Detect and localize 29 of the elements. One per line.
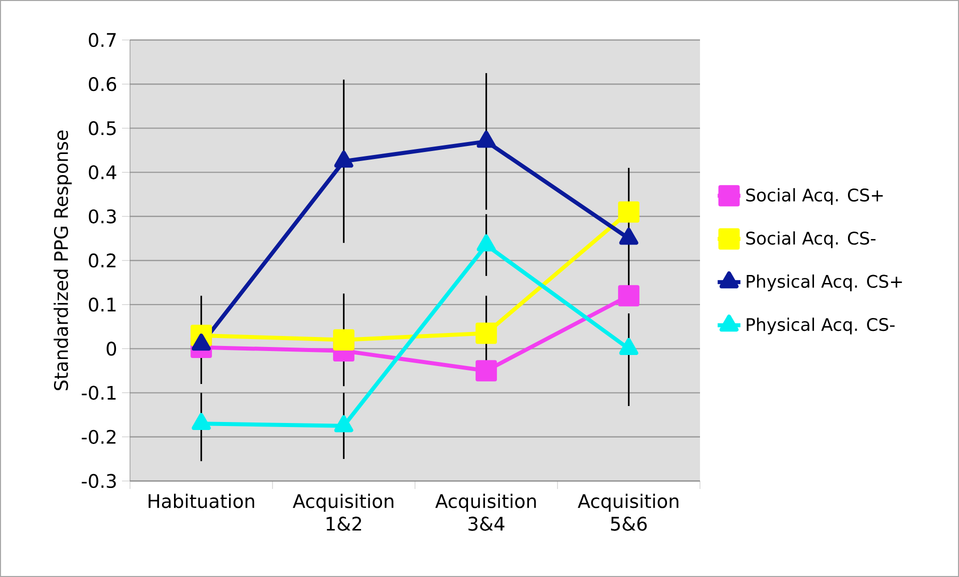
x-tick-label: Acquisition 1&2	[292, 494, 394, 531]
legend-label: Social Acq. CS-	[746, 231, 876, 248]
x-tick-label: Habituation	[148, 494, 254, 508]
y-tick-label: 0.6	[88, 77, 116, 92]
y-tick-label: 0.4	[88, 165, 116, 180]
point	[334, 150, 354, 168]
y-axis-title: Standardized PPG Response	[54, 130, 72, 390]
x-tick-label: Acquisition 3&4	[435, 494, 536, 531]
point	[618, 201, 640, 223]
y-tick-label: 0.1	[88, 298, 116, 312]
point	[618, 285, 640, 306]
point	[333, 329, 354, 351]
y-tick-label: 0.5	[88, 121, 116, 136]
point	[476, 360, 497, 382]
point	[476, 130, 496, 148]
y-tick-label: 0.7	[88, 32, 116, 48]
y-tick-label: -0.1	[82, 386, 116, 400]
point	[619, 228, 638, 245]
legend-label: Social Acq. CS+	[746, 188, 883, 205]
y-tick-label: 0.2	[88, 253, 116, 268]
y-tick-label: 0.3	[88, 209, 116, 224]
legend-label: Physical Acq. CS+	[746, 274, 902, 292]
point	[476, 322, 497, 344]
y-tick-label: 0	[106, 342, 116, 356]
y-tick-label: -0.3	[82, 474, 116, 488]
x-tick-label: Acquisition 5&6	[578, 494, 678, 531]
legend-label: Physical Acq. CS-	[746, 318, 895, 334]
point	[476, 234, 496, 252]
y-tick-label: -0.2	[82, 430, 116, 444]
